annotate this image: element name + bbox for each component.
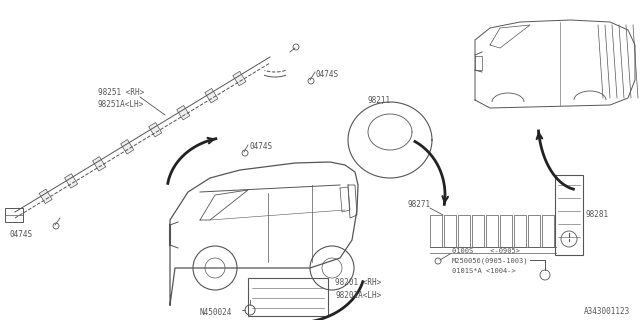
Bar [205, 88, 218, 103]
Bar [430, 215, 442, 247]
Bar [458, 215, 470, 247]
Bar [444, 215, 456, 247]
Text: 0100S    <-0905>: 0100S <-0905> [452, 248, 520, 254]
Text: 98281: 98281 [585, 210, 608, 219]
Text: A343001123: A343001123 [584, 307, 630, 316]
Text: 98251 <RH>: 98251 <RH> [98, 88, 144, 97]
Bar [65, 174, 77, 188]
Text: 0101S*A <1004->: 0101S*A <1004-> [452, 268, 516, 274]
Text: 0474S: 0474S [10, 230, 33, 239]
Text: 0474S: 0474S [250, 142, 273, 151]
Bar [248, 278, 328, 316]
Bar [500, 215, 512, 247]
Text: N450024: N450024 [200, 308, 232, 317]
Text: 98251A<LH>: 98251A<LH> [98, 100, 144, 109]
Bar [39, 189, 52, 204]
Text: 0474S: 0474S [316, 70, 339, 79]
Bar [148, 123, 162, 137]
Text: 98211: 98211 [368, 96, 391, 105]
Text: 98271: 98271 [408, 200, 431, 209]
Bar [93, 157, 106, 171]
Bar [555, 175, 583, 255]
Text: 98201A<LH>: 98201A<LH> [335, 291, 381, 300]
Bar [528, 215, 540, 247]
Bar [121, 140, 134, 154]
Bar [5, 208, 23, 222]
Bar [472, 215, 484, 247]
Text: M250056(0905-1003): M250056(0905-1003) [452, 258, 529, 265]
Bar [514, 215, 526, 247]
Bar [233, 71, 246, 86]
Bar [542, 215, 554, 247]
Bar [486, 215, 498, 247]
Text: 98201 <RH>: 98201 <RH> [335, 278, 381, 287]
Bar [177, 106, 190, 120]
